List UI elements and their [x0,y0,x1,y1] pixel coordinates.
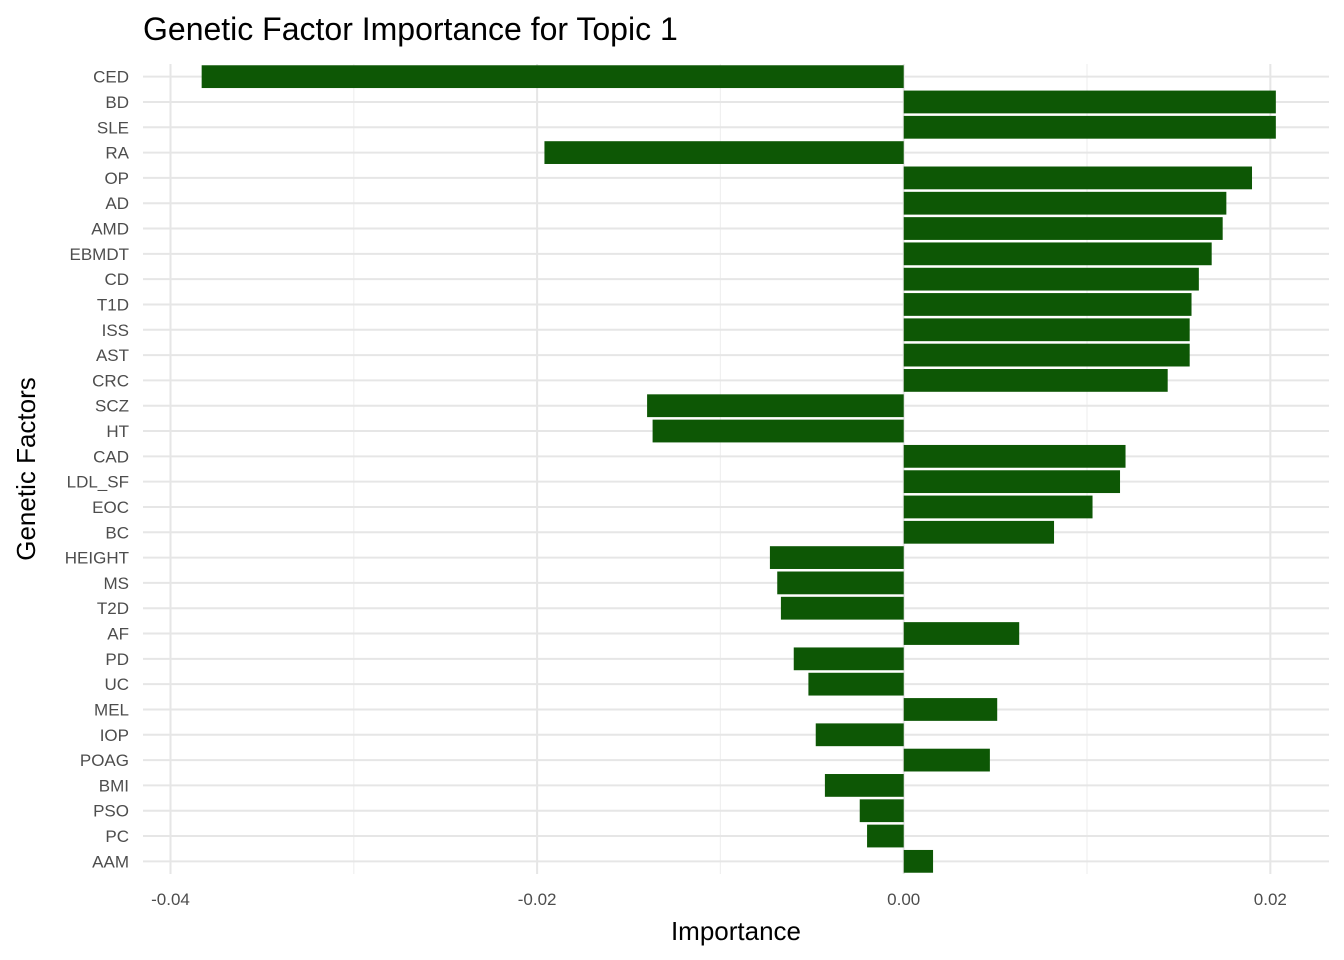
y-tick-label: BMI [99,776,129,795]
y-tick-label: RA [105,144,129,163]
x-tick-label: -0.02 [518,890,557,909]
y-tick-label: T1D [97,295,129,314]
y-tick-label: HT [106,422,129,441]
bar-poag [903,748,990,772]
x-tick-label: 0.02 [1254,890,1287,909]
y-tick-label: SLE [97,118,129,137]
bar-sle [903,115,1276,139]
y-tick-label: T2D [97,599,129,618]
bar-ra [544,141,904,164]
bar-iop [815,723,904,747]
bar-aam [903,849,934,873]
y-tick-label: MS [104,574,130,593]
bar-bc [903,520,1055,544]
bar-scz [647,394,904,418]
bar-uc [808,672,904,696]
y-tick-label: POAG [80,751,129,770]
bar-pc [867,824,904,848]
bars [201,65,1276,873]
y-tick-label: LDL_SF [67,473,129,492]
y-tick-label: AD [105,194,129,213]
y-tick-label: PC [105,827,129,846]
y-tick-label: HEIGHT [65,549,129,568]
bar-af [903,622,1020,645]
y-tick-label: EOC [92,498,129,517]
y-tick-label: AMD [91,220,129,239]
bar-cad [903,444,1126,468]
y-tick-label: ISS [102,321,129,340]
y-tick-label: CRC [92,371,129,390]
y-tick-label: BD [105,93,129,112]
bar-bd [903,90,1276,114]
y-tick-label: CAD [93,447,129,466]
bar-cd [903,267,1199,291]
bar-pso [859,799,904,823]
bar-pd [793,647,904,671]
y-tick-label: BC [105,523,129,542]
y-tick-label: IOP [100,726,129,745]
bar-op [903,166,1253,190]
bar-ebmdt [903,242,1212,266]
bar-ast [903,343,1190,367]
y-tick-label: OP [104,169,129,188]
bar-ht [652,419,904,443]
y-tick-label: AAM [92,852,129,871]
bar-ms [777,571,904,595]
x-tick-label: 0.00 [887,890,920,909]
y-tick-label: AST [96,346,129,365]
bar-amd [903,217,1223,240]
y-tick-label: UC [104,675,129,694]
bar-ced [201,65,904,89]
x-axis-title: Importance [671,916,801,946]
x-tick-label: -0.04 [151,890,190,909]
x-tick-labels: -0.04 -0.02 0.00 0.02 [151,890,1287,909]
y-axis-title: Genetic Factors [11,377,41,561]
y-tick-label: PD [105,650,129,669]
bar-mel [903,698,998,721]
bar-iss [903,318,1190,342]
y-tick-label: CED [93,68,129,87]
bar-ldl-sf [903,470,1121,494]
bar-t1d [903,293,1192,316]
y-tick-label: MEL [94,700,129,719]
bar-height [769,546,904,569]
bar-crc [903,369,1168,392]
y-tick-label: PSO [93,802,129,821]
y-tick-labels: CED BD SLE RA OP AD AMD EBMDT CD T1D ISS AST CRC SCZ H… [65,68,130,872]
y-tick-label: EBMDT [70,245,130,264]
y-tick-label: CD [104,270,129,289]
bar-t2d [780,596,904,620]
bar-eoc [903,495,1093,519]
bar-ad [903,191,1227,215]
chart-title: Genetic Factor Importance for Topic 1 [143,11,678,47]
y-tick-label: SCZ [95,397,129,416]
bar-bmi [824,774,904,797]
y-tick-label: AF [107,625,129,644]
